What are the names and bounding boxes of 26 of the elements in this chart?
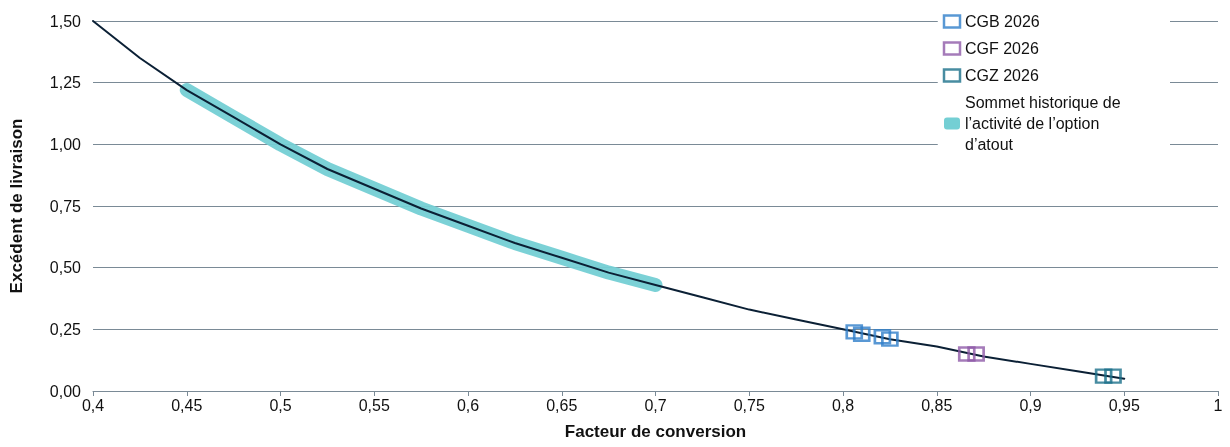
legend-label: Sommet historique de l’activité de l’option d’atout <box>965 94 1126 153</box>
x-tick-label: 0,55 <box>358 396 390 414</box>
y-tick-label: 1,50 <box>49 12 82 30</box>
y-tick-label: 0,75 <box>49 197 82 215</box>
x-axis-title: Facteur de conversion <box>564 422 747 441</box>
x-tick-label: 0,8 <box>831 396 855 414</box>
x-tick-label: 0,85 <box>921 396 953 414</box>
x-tick-label: 0,75 <box>733 396 765 414</box>
x-tick-label: 1 <box>1213 396 1223 414</box>
x-tick-label: 0,45 <box>171 396 203 414</box>
legend-label: CGZ 2026 <box>965 67 1039 84</box>
x-tick-label: 0,7 <box>644 396 667 414</box>
x-tick-label: 0,4 <box>81 396 105 414</box>
y-tick-label: 1,00 <box>49 135 82 153</box>
x-tick-label: 0,6 <box>456 396 480 414</box>
x-tick-label: 0,95 <box>1108 396 1140 414</box>
x-tick-label: 0,65 <box>546 396 578 414</box>
legend-label: CGB 2026 <box>965 13 1040 30</box>
legend-label: CGF 2026 <box>965 40 1039 57</box>
x-tick-label: 0,9 <box>1019 396 1042 414</box>
x-tick-label: 0,5 <box>269 396 292 414</box>
y-axis-title: Excédent de livraison <box>7 118 26 294</box>
y-tick-label: 0,50 <box>49 259 82 277</box>
y-tick-label: 0,00 <box>49 382 82 400</box>
y-tick-label: 0,25 <box>49 320 82 338</box>
y-tick-label: 1,25 <box>49 74 82 92</box>
